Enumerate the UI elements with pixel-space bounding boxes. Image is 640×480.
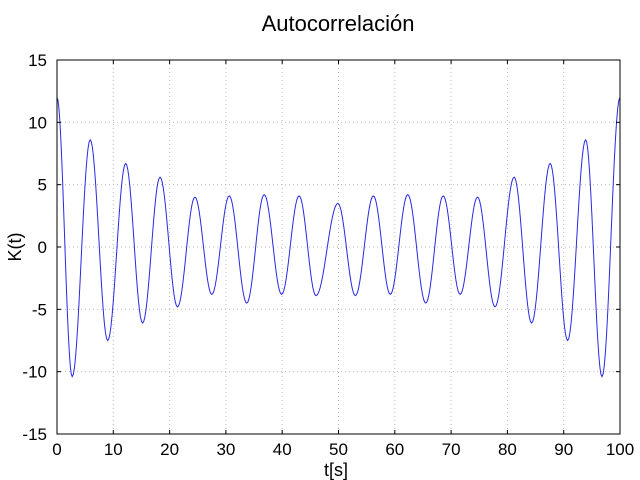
- ticks: 0 10 20 30 40 50 60 70 80 90 100 -15 -10 -5 0 5 10 15: [22, 51, 634, 459]
- x-tick-label: 20: [160, 440, 179, 459]
- x-tick-label: 100: [606, 440, 634, 459]
- x-tick-label: 90: [554, 440, 573, 459]
- y-tick-label: 5: [38, 176, 47, 195]
- chart-title: Autocorrelación: [262, 11, 415, 36]
- y-tick-label: -10: [22, 363, 47, 382]
- y-tick-label: -15: [22, 425, 47, 444]
- x-tick-label: 70: [442, 440, 461, 459]
- y-tick-label: 0: [38, 238, 47, 257]
- x-tick-label: 60: [385, 440, 404, 459]
- y-tick-label: -5: [32, 300, 47, 319]
- x-tick-label: 0: [52, 440, 61, 459]
- x-axis-label: t[s]: [324, 460, 348, 480]
- x-tick-label: 30: [216, 440, 235, 459]
- series-layer: [56, 97, 621, 378]
- x-tick-label: 10: [104, 440, 123, 459]
- y-tick-label: 15: [28, 51, 47, 70]
- y-axis-label: K(t): [5, 233, 25, 262]
- x-tick-label: 40: [273, 440, 292, 459]
- x-tick-label: 80: [498, 440, 517, 459]
- x-tick-label: 50: [329, 440, 348, 459]
- series-line-0: [56, 97, 621, 378]
- grid: [57, 60, 620, 434]
- y-tick-label: 10: [28, 113, 47, 132]
